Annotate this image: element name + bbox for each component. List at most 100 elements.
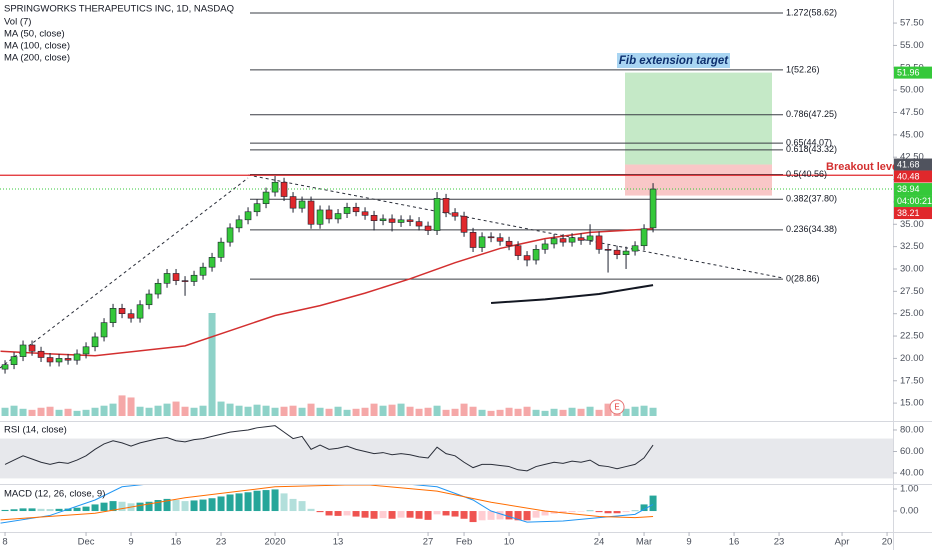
macd-histogram-bar xyxy=(505,511,513,520)
volume-bar xyxy=(46,406,54,416)
candle-body xyxy=(415,221,423,227)
volume-bar xyxy=(649,407,657,416)
macd-histogram-bar xyxy=(91,504,99,512)
x-tick-label: 16 xyxy=(171,537,182,548)
x-tick-label: 9 xyxy=(686,537,691,548)
candle-body xyxy=(235,219,243,229)
y-tick-label: 42.50 xyxy=(900,152,924,163)
volume-bar xyxy=(199,405,207,416)
macd-title: MACD (12, 26, close, 9) xyxy=(4,489,105,500)
fib-label: 0.236(34.38) xyxy=(786,224,837,234)
candle-body xyxy=(82,346,90,355)
candle-body xyxy=(262,191,270,205)
macd-histogram-bar xyxy=(460,511,468,519)
candle-body xyxy=(109,308,117,323)
volume-bar xyxy=(100,405,108,416)
volume-bar xyxy=(19,408,27,416)
macd-histogram-bar xyxy=(280,493,288,512)
macd-histogram-bar xyxy=(289,498,297,512)
overlay: SPRINGWORKS THERAPEUTICS INC, 1D, NASDAQ… xyxy=(4,4,932,500)
price-tag-label: 38.94 xyxy=(897,184,920,194)
chart-title: SPRINGWORKS THERAPEUTICS INC, 1D, NASDAQ xyxy=(4,4,234,15)
volume-bar xyxy=(361,407,369,416)
macd-histogram-bar xyxy=(541,511,549,516)
macd-histogram-bar xyxy=(487,511,495,520)
candle-body xyxy=(487,236,495,239)
candle-body xyxy=(496,237,504,242)
candle-body xyxy=(352,206,360,213)
candle-body xyxy=(550,238,558,245)
macd-histogram-bar xyxy=(55,508,63,512)
volume-bar xyxy=(415,408,423,416)
candle-body xyxy=(73,353,81,361)
macd-histogram-bar xyxy=(10,509,18,512)
fib-label: 0.5(40.56) xyxy=(786,169,827,179)
candle-body xyxy=(604,249,612,251)
volume-bar xyxy=(37,407,45,416)
candle-body xyxy=(442,198,450,213)
candle-body xyxy=(469,232,477,248)
macd-histogram-bar xyxy=(37,508,45,512)
candle-body xyxy=(559,238,567,243)
fib-label: 0.382(37.80) xyxy=(786,194,837,204)
target-label-box xyxy=(617,53,730,68)
volume-bar xyxy=(640,405,648,416)
candle-body xyxy=(244,211,252,221)
legend-item: Vol (7) xyxy=(4,17,31,28)
fib-label: 0.65(44.07) xyxy=(786,138,832,148)
macd-histogram-bar xyxy=(370,511,378,519)
macd-histogram-bar xyxy=(262,490,270,512)
candle-body xyxy=(478,236,486,248)
macd-histogram-bar xyxy=(172,500,180,512)
moving-average xyxy=(490,284,654,304)
volume-bar xyxy=(298,407,306,416)
volume-bar xyxy=(217,401,225,416)
candle-body xyxy=(271,181,279,193)
macd-histogram-bar xyxy=(595,511,603,513)
macd-line xyxy=(0,485,654,521)
rsi-title: RSI (14, close) xyxy=(4,425,67,436)
volume-bar xyxy=(577,408,585,416)
stop-box xyxy=(625,164,772,196)
volume-bar xyxy=(433,405,441,416)
volume-bar xyxy=(370,403,378,416)
volume-bar xyxy=(631,406,639,416)
candle-body xyxy=(631,245,639,252)
y-tick-label: 47.50 xyxy=(900,107,924,118)
candle-body xyxy=(514,245,522,256)
volume-bar xyxy=(154,405,162,416)
macd-histogram-bar xyxy=(154,500,162,512)
macd-histogram-bar xyxy=(100,502,108,512)
price-tag-label: 38.21 xyxy=(897,208,920,218)
earnings-marker xyxy=(609,399,625,415)
volume-bar xyxy=(10,405,18,416)
volume-bar xyxy=(325,408,333,416)
candle-body xyxy=(10,356,18,365)
macd-histogram-bar xyxy=(109,501,117,512)
fib-label: 1(52.26) xyxy=(786,64,820,74)
macd-histogram-bar xyxy=(469,511,477,523)
volume-bar xyxy=(280,406,288,416)
price-tag-label: 04:00:21 xyxy=(897,196,932,206)
volume-bar xyxy=(163,403,171,416)
candle-body xyxy=(280,181,288,197)
fib-label: 1.272(58.62) xyxy=(786,7,837,17)
y-tick-label: 30.00 xyxy=(900,263,924,274)
x-tick-label: Dec xyxy=(78,537,95,548)
candle-body xyxy=(217,241,225,258)
candle-body xyxy=(505,240,513,247)
macd-histogram-bar xyxy=(163,498,171,512)
candle-body xyxy=(64,358,72,361)
macd-histogram-bar xyxy=(406,511,414,518)
price-tag xyxy=(894,207,932,220)
y-tick-label: 55.00 xyxy=(900,40,924,51)
volume-bar xyxy=(271,407,279,416)
volume-bar xyxy=(307,403,315,416)
volume-bar xyxy=(172,401,180,416)
macd-histogram-bar xyxy=(253,490,261,512)
macd-histogram-bar xyxy=(568,511,576,513)
candle-body xyxy=(433,198,441,231)
candle-body xyxy=(145,293,153,306)
